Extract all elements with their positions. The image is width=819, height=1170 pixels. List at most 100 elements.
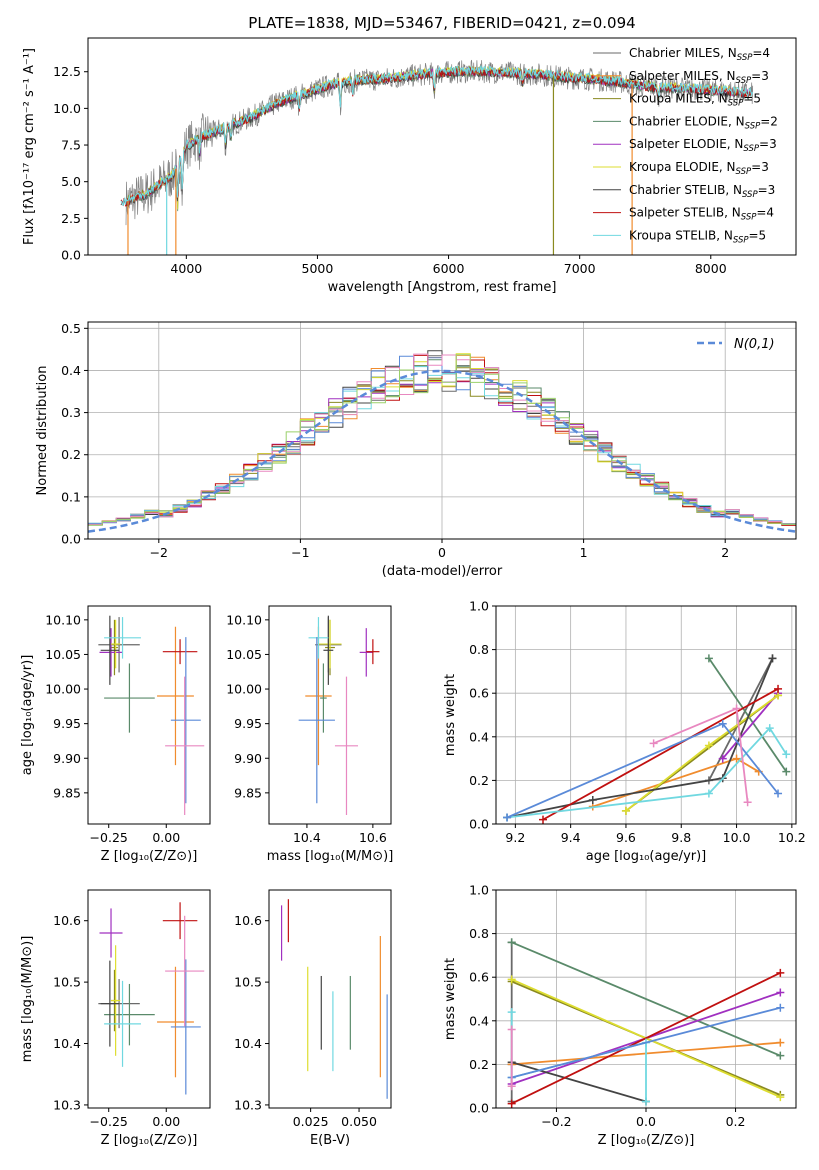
weight-marker (507, 1082, 516, 1091)
weight-marker (743, 798, 752, 807)
x-axis-label: wavelength [Angstrom, rest frame] (328, 280, 557, 295)
y-tick-label: 0.4 (61, 363, 81, 378)
y-tick-label: 10.00 (45, 682, 81, 697)
y-tick-label: 0.0 (469, 817, 489, 832)
y-tick-label: 1.0 (469, 599, 489, 614)
y-axis-label: age [log₁₀(age/yr)] (20, 655, 35, 776)
legend-label: Kroupa STELIB, NSSP=5 (629, 228, 766, 245)
weight-marker (588, 796, 597, 805)
legend-label: Chabrier STELIB, NSSP=3 (629, 183, 775, 200)
y-tick-label: 10.5 (53, 975, 81, 990)
y-axis-label: mass weight (443, 674, 458, 756)
y-tick-label: 10.3 (234, 1097, 262, 1112)
weight-marker (704, 741, 713, 750)
weight-marker (642, 1097, 650, 1106)
y-axis-label: Normed distribution (35, 366, 50, 496)
x-tick-label: 4000 (170, 261, 202, 276)
weight-marker (776, 1038, 785, 1047)
weight-marker (539, 815, 548, 824)
x-tick-label: 9.2 (505, 830, 525, 845)
weight-marker (774, 789, 783, 798)
y-tick-label: 10.6 (234, 913, 262, 928)
y-tick-label: 10.05 (226, 647, 262, 662)
x-axis-label: (data-model)/error (382, 564, 503, 579)
weight-marker (621, 806, 630, 815)
legend: Chabrier MILES, NSSP=4 Salpeter MILES, NS… (593, 46, 778, 245)
y-tick-label: 0.2 (61, 447, 81, 462)
x-tick-label: 10.0 (723, 830, 751, 845)
panel-mass-vs-Z: −0.25 0.00 10.3 10.4 10.5 10.6 Z [log₁₀(Z/Z⊙)]… (20, 889, 211, 1148)
legend-label: Chabrier ELODIE, NSSP=2 (629, 114, 778, 131)
y-tick-label: 2.5 (61, 211, 81, 226)
y-tick-label: 0.4 (469, 729, 489, 744)
weight-marker (503, 813, 512, 822)
y-tick-label: 10.3 (53, 1097, 81, 1112)
weight-line (506, 722, 779, 819)
legend-label: Kroupa MILES, NSSP=5 (629, 92, 761, 109)
x-tick-label: 10.4 (293, 830, 321, 845)
panel-age-vs-Z: −0.25 0.00 9.85 9.90 9.95 10.00 10.05 10.10 Z [l… (20, 605, 211, 864)
x-tick-label: 10.2 (778, 830, 806, 845)
panel-age-vs-mass: 10.4 10.6 9.85 9.90 9.95 10.00 10.05 10.10 mass … (226, 605, 393, 864)
weight-marker (774, 684, 783, 693)
panel-mass-vs-ebv: 0.025 0.050 10.3 10.4 10.5 10.6 E(B-V) (234, 889, 392, 1148)
y-tick-label: 0.0 (469, 1101, 489, 1116)
y-tick-label: 12.5 (53, 64, 81, 79)
plot-area-age-vs-mass (298, 615, 380, 816)
weight-marker (776, 1051, 785, 1060)
legend-label: N(0,1) (734, 337, 775, 352)
axes-frame (87, 605, 211, 825)
y-tick-label: 10.00 (226, 682, 262, 697)
x-axis-label: age [log₁₀(age/yr)] (586, 849, 707, 864)
x-tick-label: 7000 (564, 261, 596, 276)
x-tick-label: 2 (721, 545, 729, 560)
axes-frame (268, 605, 392, 825)
y-tick-label: 10.0 (53, 101, 81, 116)
weight-marker (776, 1093, 785, 1102)
weight-marker (782, 750, 791, 759)
x-tick-label: 0.2 (726, 1114, 746, 1129)
x-tick-label: 8000 (695, 261, 727, 276)
y-tick-label: 10.10 (226, 612, 262, 627)
weight-marker (649, 739, 658, 748)
x-tick-label: 6000 (433, 261, 465, 276)
weight-marker (768, 654, 777, 663)
y-tick-label: 0.0 (61, 248, 81, 263)
weight-marker (507, 975, 516, 984)
weight-marker (718, 754, 727, 763)
x-tick-label: 0.0 (636, 1114, 656, 1129)
weight-line (510, 1012, 647, 1102)
panel-weight-vs-Z: −0.2 0.0 0.2 0.0 0.2 0.4 0.6 0.8 1.0 Z [log₁₀(Z/Z… (443, 883, 797, 1148)
x-tick-label: 0 (438, 545, 446, 560)
histogram-step (88, 366, 796, 525)
x-tick-label: 10.6 (359, 830, 387, 845)
x-tick-label: 0.025 (293, 1114, 329, 1129)
y-tick-label: 9.90 (53, 751, 81, 766)
weight-marker (732, 754, 741, 763)
model-line (120, 65, 753, 206)
legend-label: Chabrier MILES, NSSP=4 (629, 46, 770, 63)
weight-marker (782, 767, 791, 776)
x-axis-label: Z [log₁₀(Z/Z⊙)] (101, 849, 198, 864)
plot-area-residuals (88, 350, 796, 533)
y-tick-label: 0.6 (469, 970, 489, 985)
y-tick-label: 9.90 (234, 751, 262, 766)
y-tick-label: 9.95 (234, 716, 262, 731)
weight-marker (776, 968, 785, 977)
y-tick-label: 1.0 (469, 883, 489, 898)
weight-line (506, 657, 774, 819)
y-tick-label: 9.85 (53, 785, 81, 800)
weight-marker (704, 654, 713, 663)
legend-label: Salpeter STELIB, NSSP=4 (629, 206, 774, 223)
x-tick-label: 9.8 (671, 830, 691, 845)
x-axis-label: E(B-V) (310, 1133, 350, 1148)
x-tick-label: −0.2 (541, 1114, 571, 1129)
weight-line (722, 692, 779, 760)
y-tick-label: 7.5 (61, 138, 81, 153)
panel-weight-vs-age: 9.2 9.4 9.6 9.8 10.0 10.2 0.0 0.2 0.4 0.6 0.8 1.0 ag… (443, 599, 806, 865)
plot-area-weight-vs-Z (507, 938, 785, 1108)
plot-area-mass-vs-Z (98, 902, 205, 1095)
x-tick-label: 0.00 (152, 830, 180, 845)
plot-area-spectrum (120, 59, 754, 255)
y-tick-label: 10.05 (45, 647, 81, 662)
